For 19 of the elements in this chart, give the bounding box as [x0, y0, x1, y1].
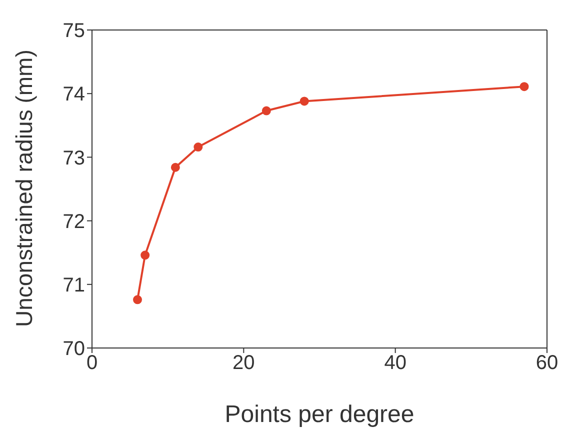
y-tick-label: 72 [62, 210, 85, 233]
point [520, 82, 529, 92]
y-tick-label: 73 [62, 147, 85, 170]
x-tick-label: 0 [86, 352, 98, 374]
y-axis-title: Unconstrained radius (mm) [11, 50, 38, 327]
y-tick-label: 71 [62, 274, 85, 296]
x-axis-title: Points per degree [224, 401, 414, 428]
x-tick-label: 20 [232, 352, 255, 374]
point [194, 142, 203, 152]
x-tick-label: 40 [384, 352, 406, 374]
point [262, 106, 271, 116]
point [170, 162, 180, 172]
x-tick-label: 60 [536, 352, 558, 374]
point [133, 295, 142, 304]
y-tick-label: 74 [62, 84, 85, 106]
y-tick-label: 70 [62, 338, 85, 360]
point [140, 250, 150, 260]
y-tick-label: 75 [62, 20, 85, 42]
point [300, 96, 309, 106]
